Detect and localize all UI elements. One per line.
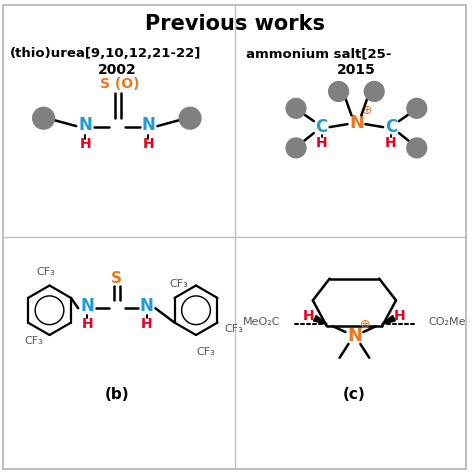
Text: H: H <box>316 136 328 150</box>
Text: ⊕: ⊕ <box>360 318 371 331</box>
Text: CO₂Me: CO₂Me <box>428 317 466 327</box>
Text: N: N <box>78 116 92 134</box>
Circle shape <box>328 82 348 101</box>
Text: H: H <box>82 317 93 331</box>
Text: N: N <box>80 297 94 315</box>
Text: C: C <box>385 118 397 136</box>
Text: N: N <box>142 116 155 134</box>
Circle shape <box>365 82 384 101</box>
Text: ammonium salt[25-: ammonium salt[25- <box>246 47 391 60</box>
Text: N: N <box>349 114 364 132</box>
Text: H: H <box>141 317 152 331</box>
Text: N: N <box>139 297 154 315</box>
Polygon shape <box>313 316 327 324</box>
Circle shape <box>179 107 201 129</box>
Text: (b): (b) <box>104 387 129 402</box>
Text: CF₃: CF₃ <box>197 347 215 357</box>
Text: CF₃: CF₃ <box>36 267 55 277</box>
Text: H: H <box>79 137 91 151</box>
Polygon shape <box>382 316 395 324</box>
Circle shape <box>33 107 55 129</box>
Text: CF₃: CF₃ <box>224 324 243 334</box>
Text: MeO₂C: MeO₂C <box>243 317 280 327</box>
Circle shape <box>286 138 306 158</box>
Circle shape <box>407 138 427 158</box>
Text: H: H <box>385 136 397 150</box>
Circle shape <box>286 99 306 118</box>
Text: C: C <box>316 118 328 136</box>
Text: (c): (c) <box>343 387 366 402</box>
Text: 2015: 2015 <box>337 63 376 77</box>
Text: Previous works: Previous works <box>145 14 325 34</box>
Text: H: H <box>143 137 155 151</box>
Text: H: H <box>303 309 315 323</box>
Text: H: H <box>394 309 406 323</box>
Text: CF₃: CF₃ <box>169 279 188 289</box>
Text: 2002: 2002 <box>98 63 136 77</box>
Text: S: S <box>111 271 122 286</box>
Circle shape <box>407 99 427 118</box>
Text: (thio)urea[9,10,12,21-22]: (thio)urea[9,10,12,21-22] <box>10 47 201 60</box>
Text: CF₃: CF₃ <box>24 336 43 346</box>
Text: ⊕: ⊕ <box>362 104 373 117</box>
Text: S (O): S (O) <box>100 77 139 91</box>
Text: N: N <box>347 327 362 345</box>
